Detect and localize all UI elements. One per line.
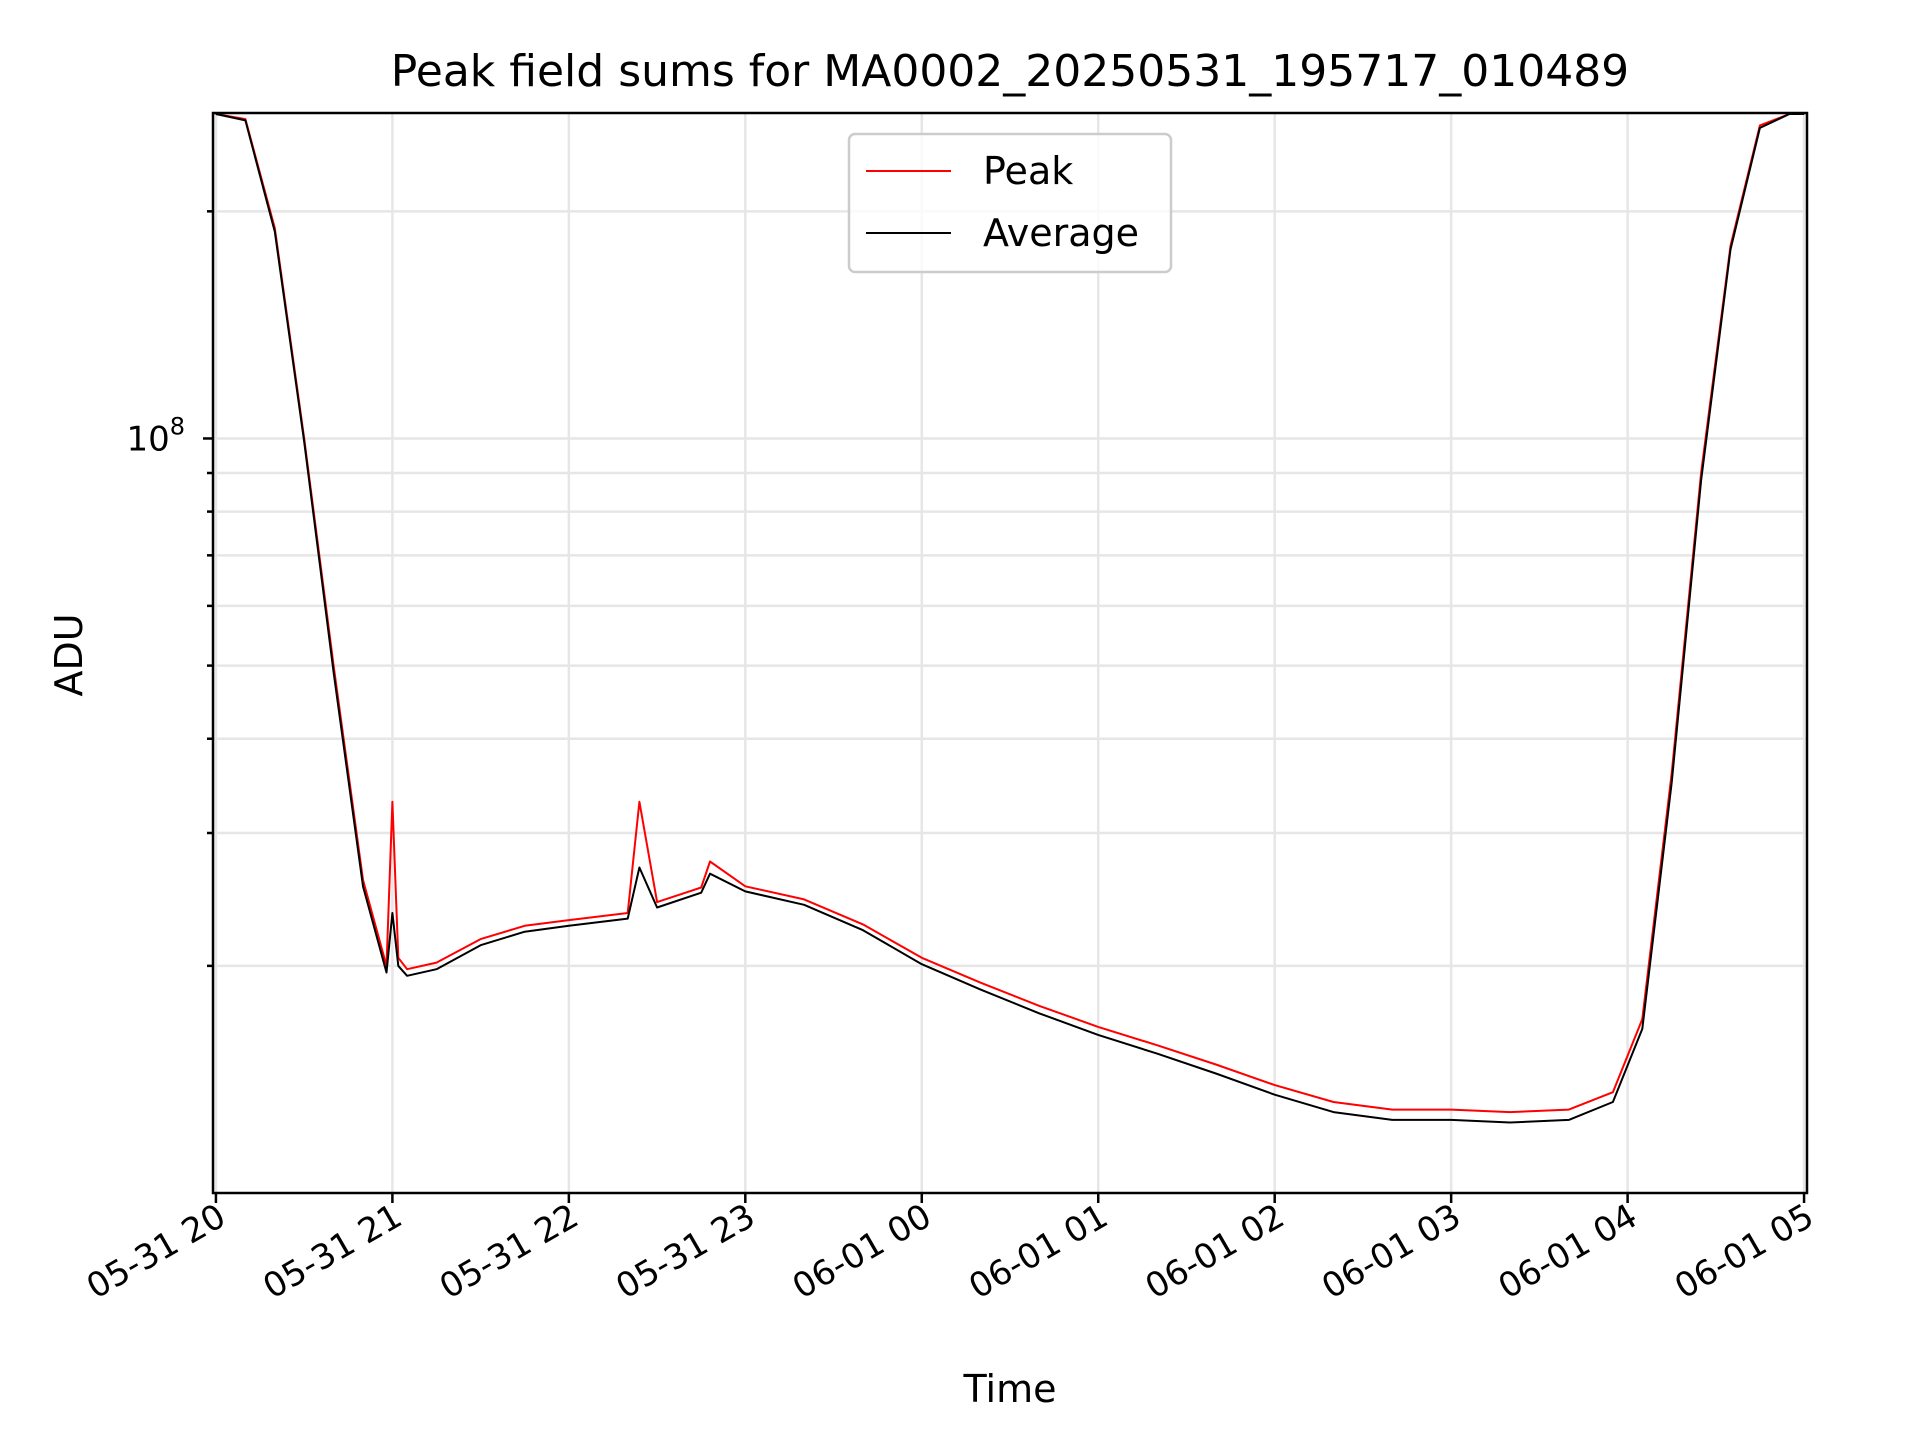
legend-label-average: Average bbox=[983, 211, 1139, 255]
series-line-average bbox=[215, 113, 1805, 1124]
x-axis-label: Time bbox=[963, 1367, 1057, 1411]
legend: Peak Average bbox=[847, 132, 1173, 274]
y-axis-label: ADU bbox=[47, 613, 91, 696]
chart-title: Peak field sums for MA0002_20250531_1957… bbox=[391, 46, 1629, 97]
y-tick-label-exponent: 8 bbox=[170, 412, 185, 440]
legend-box bbox=[847, 132, 1173, 274]
y-tick-label: 108 bbox=[126, 412, 185, 459]
series-layer bbox=[215, 113, 1805, 1124]
legend-label-peak: Peak bbox=[983, 149, 1073, 193]
y-tick-label-base: 10 bbox=[126, 419, 169, 459]
series-line-peak bbox=[215, 113, 1805, 1114]
grid-layer bbox=[213, 113, 1807, 1193]
plot-frame bbox=[211, 111, 1809, 1195]
